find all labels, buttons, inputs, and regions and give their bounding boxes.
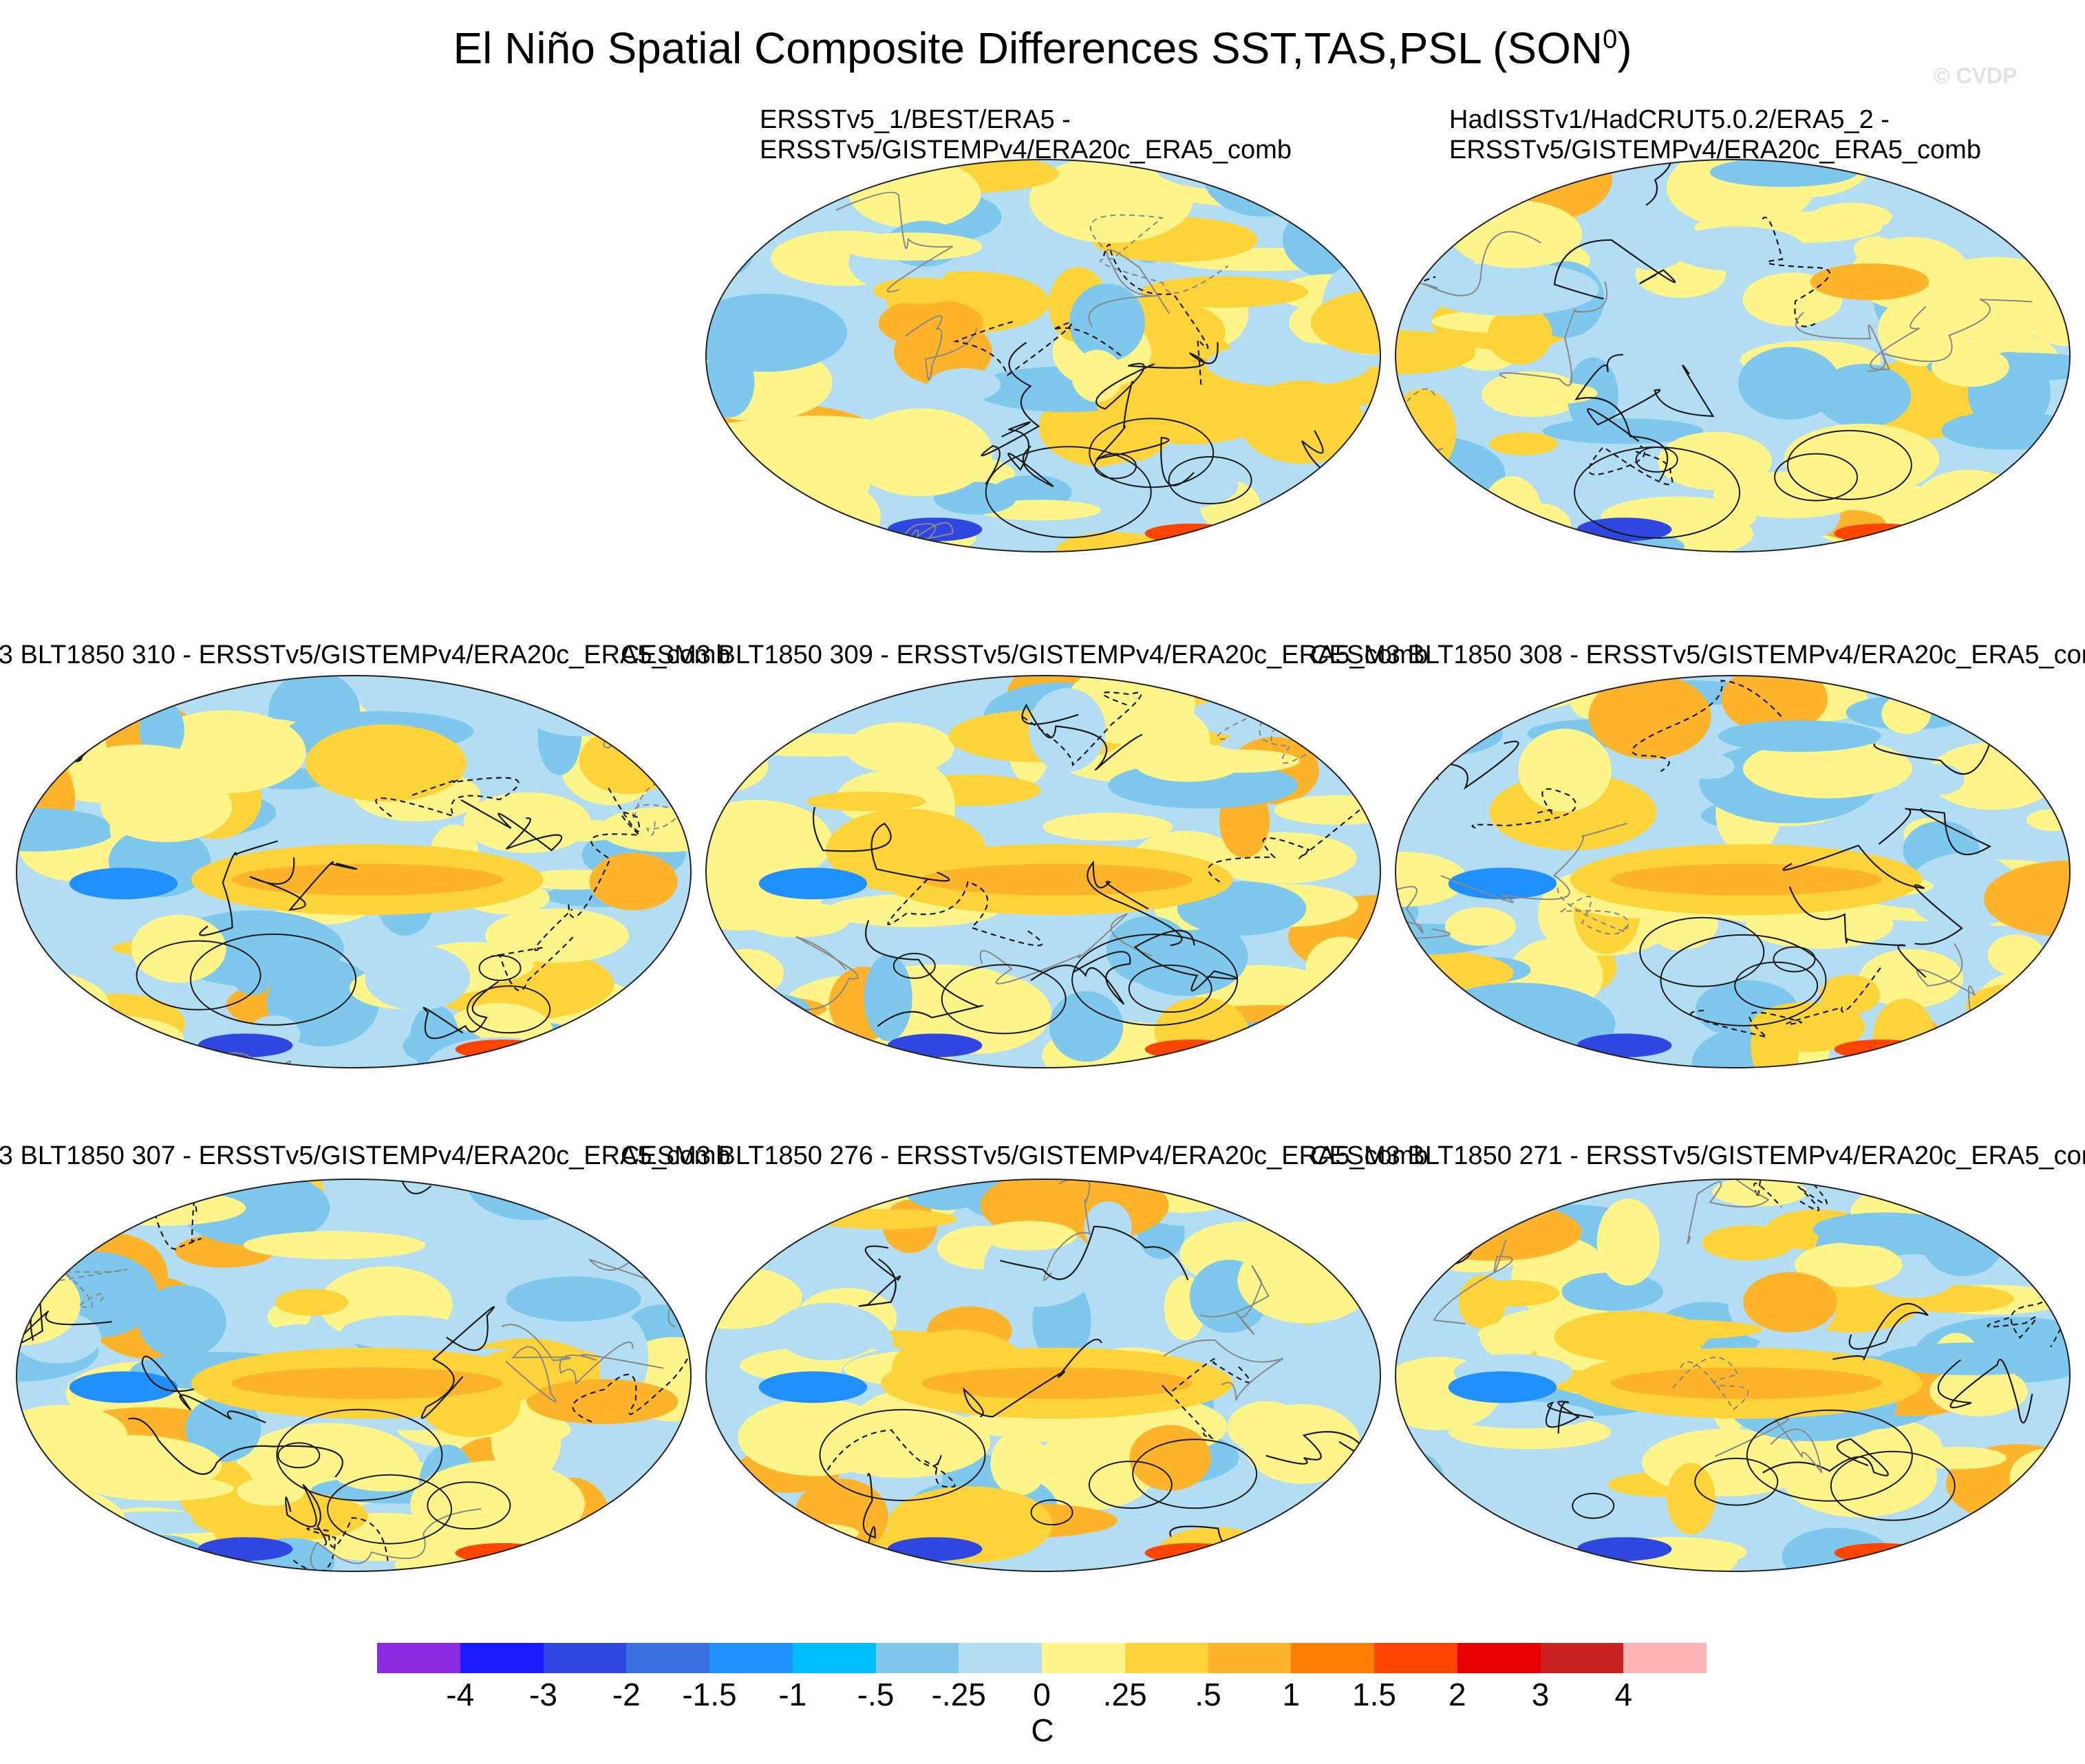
map-panel-m309 [705, 674, 1382, 1069]
panel-label-obs2-line1: HadISSTv1/HadCRUT5.0.2/ERA5_2 - [1449, 105, 1890, 134]
map-panel-m271 [1394, 1178, 2071, 1573]
colorbar-tick-label: 1.5 [1352, 1677, 1396, 1712]
row2-labels: CESM3 BLT1850 310 - ERSSTv5/GISTEMPv4/ER… [0, 636, 2085, 677]
map-panel-m307 [15, 1178, 692, 1573]
map-field [705, 159, 1381, 552]
colorbar-tick-label: -1.5 [682, 1677, 737, 1712]
colorbar-tick-label: 1 [1282, 1677, 1301, 1712]
colorbar-swatch [1374, 1643, 1457, 1673]
colorbar-swatch [543, 1643, 627, 1673]
colorbar-tick-label: .25 [1102, 1677, 1147, 1712]
colorbar-swatch [1208, 1643, 1292, 1673]
map-panel-obs1 [705, 158, 1382, 553]
figure-title-superscript: 0 [1603, 25, 1618, 54]
colorbar-swatch [1457, 1643, 1541, 1673]
colorbar-labels: -4 -3 -2 -1.5 -1 -.5 -.25 0 .25 .5 1 1.5 2 3 4 [377, 1676, 1707, 1717]
map-field [1395, 675, 2071, 1068]
colorbar-swatch [1540, 1643, 1624, 1673]
panel-label-m276: CESM3 BLT1850 276 - ERSSTv5/GISTEMPv4/ER… [621, 1141, 1429, 1170]
panel-label-obs2: HadISSTv1/HadCRUT5.0.2/ERA5_2 - ERSSTv5/G… [1449, 105, 1981, 165]
map-panel-obs2 [1394, 158, 2071, 553]
map-field [1395, 159, 2071, 552]
figure-title-suffix: ) [1617, 23, 1632, 73]
colorbar-tick-label: 0 [1033, 1677, 1051, 1712]
colorbar-tick-label: 3 [1531, 1677, 1550, 1712]
map-panel-m310 [15, 674, 692, 1069]
colorbar-units: C [1031, 1712, 1054, 1748]
colorbar-tick-label: .5 [1195, 1677, 1221, 1712]
panel-label-m310: CESM3 BLT1850 310 - ERSSTv5/GISTEMPv4/ER… [0, 641, 731, 669]
colorbar-swatch [1623, 1643, 1707, 1673]
colorbar-tick-label: -.5 [857, 1677, 895, 1712]
panel-label-m309: CESM3 BLT1850 309 - ERSSTv5/GISTEMPv4/ER… [621, 641, 1429, 669]
colorbar-swatch [959, 1643, 1042, 1673]
panel-label-m308: CESM3 BLT1850 308 - ERSSTv5/GISTEMPv4/ER… [1310, 641, 2085, 669]
map-field [705, 675, 1381, 1068]
map-field [16, 1179, 692, 1572]
map-field [705, 1179, 1381, 1572]
colorbar [377, 1643, 1707, 1673]
colorbar-swatch [626, 1643, 709, 1673]
colorbar-tick-label: -1 [778, 1677, 807, 1712]
panel-label-m271: CESM3 BLT1850 271 - ERSSTv5/GISTEMPv4/ER… [1310, 1141, 2085, 1170]
colorbar-swatch [1042, 1643, 1125, 1673]
map-panel-m276 [705, 1178, 1382, 1573]
colorbar-swatch [1124, 1643, 1208, 1673]
colorbar-swatch [1291, 1643, 1374, 1673]
colorbar-swatch [792, 1643, 876, 1673]
copyright-notice: © CVDP [1934, 63, 2018, 88]
row3-labels: CESM3 BLT1850 307 - ERSSTv5/GISTEMPv4/ER… [0, 1137, 2085, 1178]
colorbar-swatch [709, 1643, 793, 1673]
colorbar-tick-label: -2 [612, 1677, 641, 1712]
panel-label-m307: CESM3 BLT1850 307 - ERSSTv5/GISTEMPv4/ER… [0, 1141, 731, 1170]
map-panel-m308 [1394, 674, 2071, 1069]
colorbar-swatch [460, 1643, 544, 1673]
map-field [16, 675, 692, 1068]
colorbar-swatch [875, 1643, 959, 1673]
colorbar-tick-label: -.25 [931, 1677, 986, 1712]
colorbar-tick-label: 4 [1614, 1677, 1633, 1712]
colorbar-tick-label: -3 [529, 1677, 557, 1712]
panel-label-obs1: ERSSTv5_1/BEST/ERA5 - ERSSTv5/GISTEMPv4/E… [760, 105, 1292, 165]
colorbar-swatch [377, 1643, 460, 1673]
colorbar-tick-label: -4 [446, 1677, 475, 1712]
colorbar-tick-label: 2 [1448, 1677, 1466, 1712]
figure-title-text: El Niño Spatial Composite Differences SS… [453, 23, 1603, 73]
map-field [1395, 1179, 2071, 1572]
figure-title: El Niño Spatial Composite Differences SS… [0, 21, 2085, 76]
panel-label-obs1-line1: ERSSTv5_1/BEST/ERA5 - [760, 105, 1071, 134]
